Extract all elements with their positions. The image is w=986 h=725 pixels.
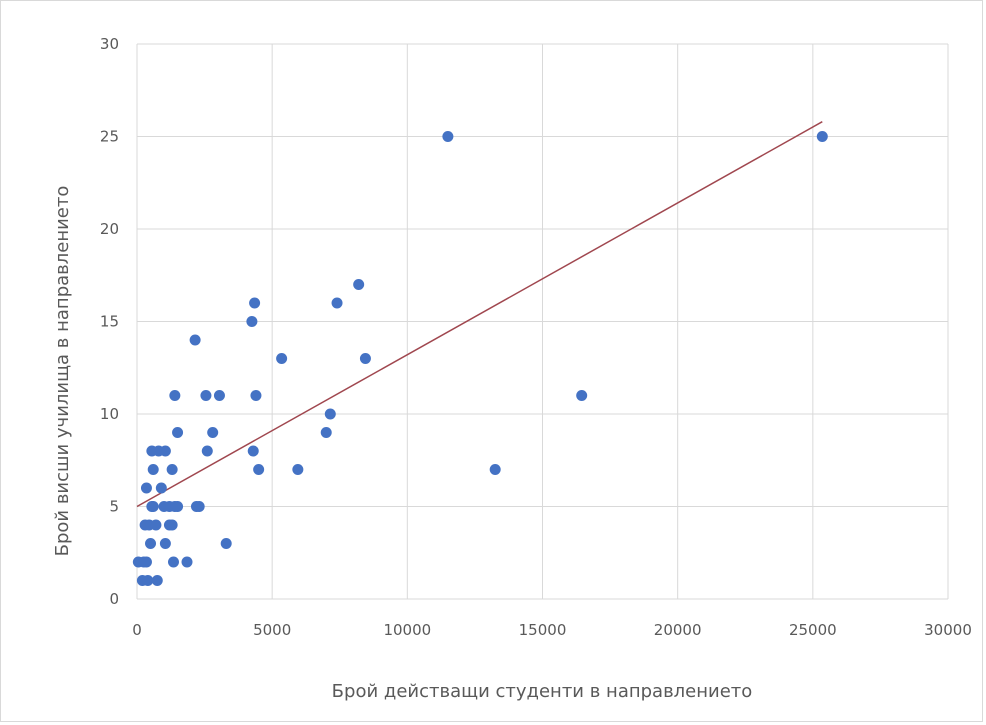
data-point [142,575,154,586]
data-point [140,556,152,568]
data-points [132,131,828,586]
y-axis-ticks: 0 5 10 15 20 25 30 [100,35,119,608]
data-point [166,519,178,531]
data-point [166,464,178,475]
data-point [253,464,265,475]
data-point [201,445,213,457]
data-point [292,464,304,475]
data-point [181,556,193,568]
data-point [169,390,181,401]
x-tick-label: 25000 [789,621,837,639]
data-point [213,390,225,401]
data-point [207,427,219,438]
x-tick-label: 10000 [383,621,431,639]
gridlines [136,43,949,600]
data-point [145,538,157,549]
x-tick-label: 30000 [924,621,972,639]
data-point [246,316,258,327]
x-tick-label: 20000 [654,621,702,639]
y-tick-label: 15 [100,313,119,331]
y-tick-label: 5 [109,498,119,516]
y-axis-title: Брой висши училища в направлението [52,186,73,557]
data-point [147,464,159,475]
data-point [250,390,262,401]
data-point [167,556,179,568]
data-point [189,334,201,346]
y-tick-label: 20 [100,220,119,238]
data-point [172,427,184,438]
data-point [489,464,501,475]
data-point [220,538,232,549]
x-axis-title: Брой действащи студенти в направлението [332,681,753,702]
x-tick-label: 5000 [253,621,291,639]
data-point [576,390,588,401]
x-axis-ticks: 0 5000 10000 15000 20000 25000 30000 [132,621,972,639]
data-point [816,131,828,142]
data-point [150,519,162,531]
data-point [200,390,212,401]
y-tick-label: 25 [100,128,119,146]
data-point [249,297,261,309]
data-point [247,445,259,457]
trendline [136,121,823,508]
x-tick-label: 15000 [519,621,567,639]
y-tick-label: 10 [100,405,119,423]
data-point [442,131,454,142]
data-point [324,408,336,420]
data-point [320,427,332,438]
data-point [353,279,365,290]
data-point [359,353,371,364]
y-tick-label: 30 [100,35,119,53]
data-point [155,482,167,494]
y-tick-label: 0 [109,590,119,608]
data-point [276,353,288,364]
data-point [172,501,184,512]
data-point [331,297,343,309]
data-point [151,575,163,586]
data-point [159,445,171,457]
data-point [147,501,159,512]
data-point [193,501,205,512]
data-point [159,538,171,549]
data-point [140,482,152,494]
trendline-group [136,121,823,508]
x-tick-label: 0 [132,621,142,639]
